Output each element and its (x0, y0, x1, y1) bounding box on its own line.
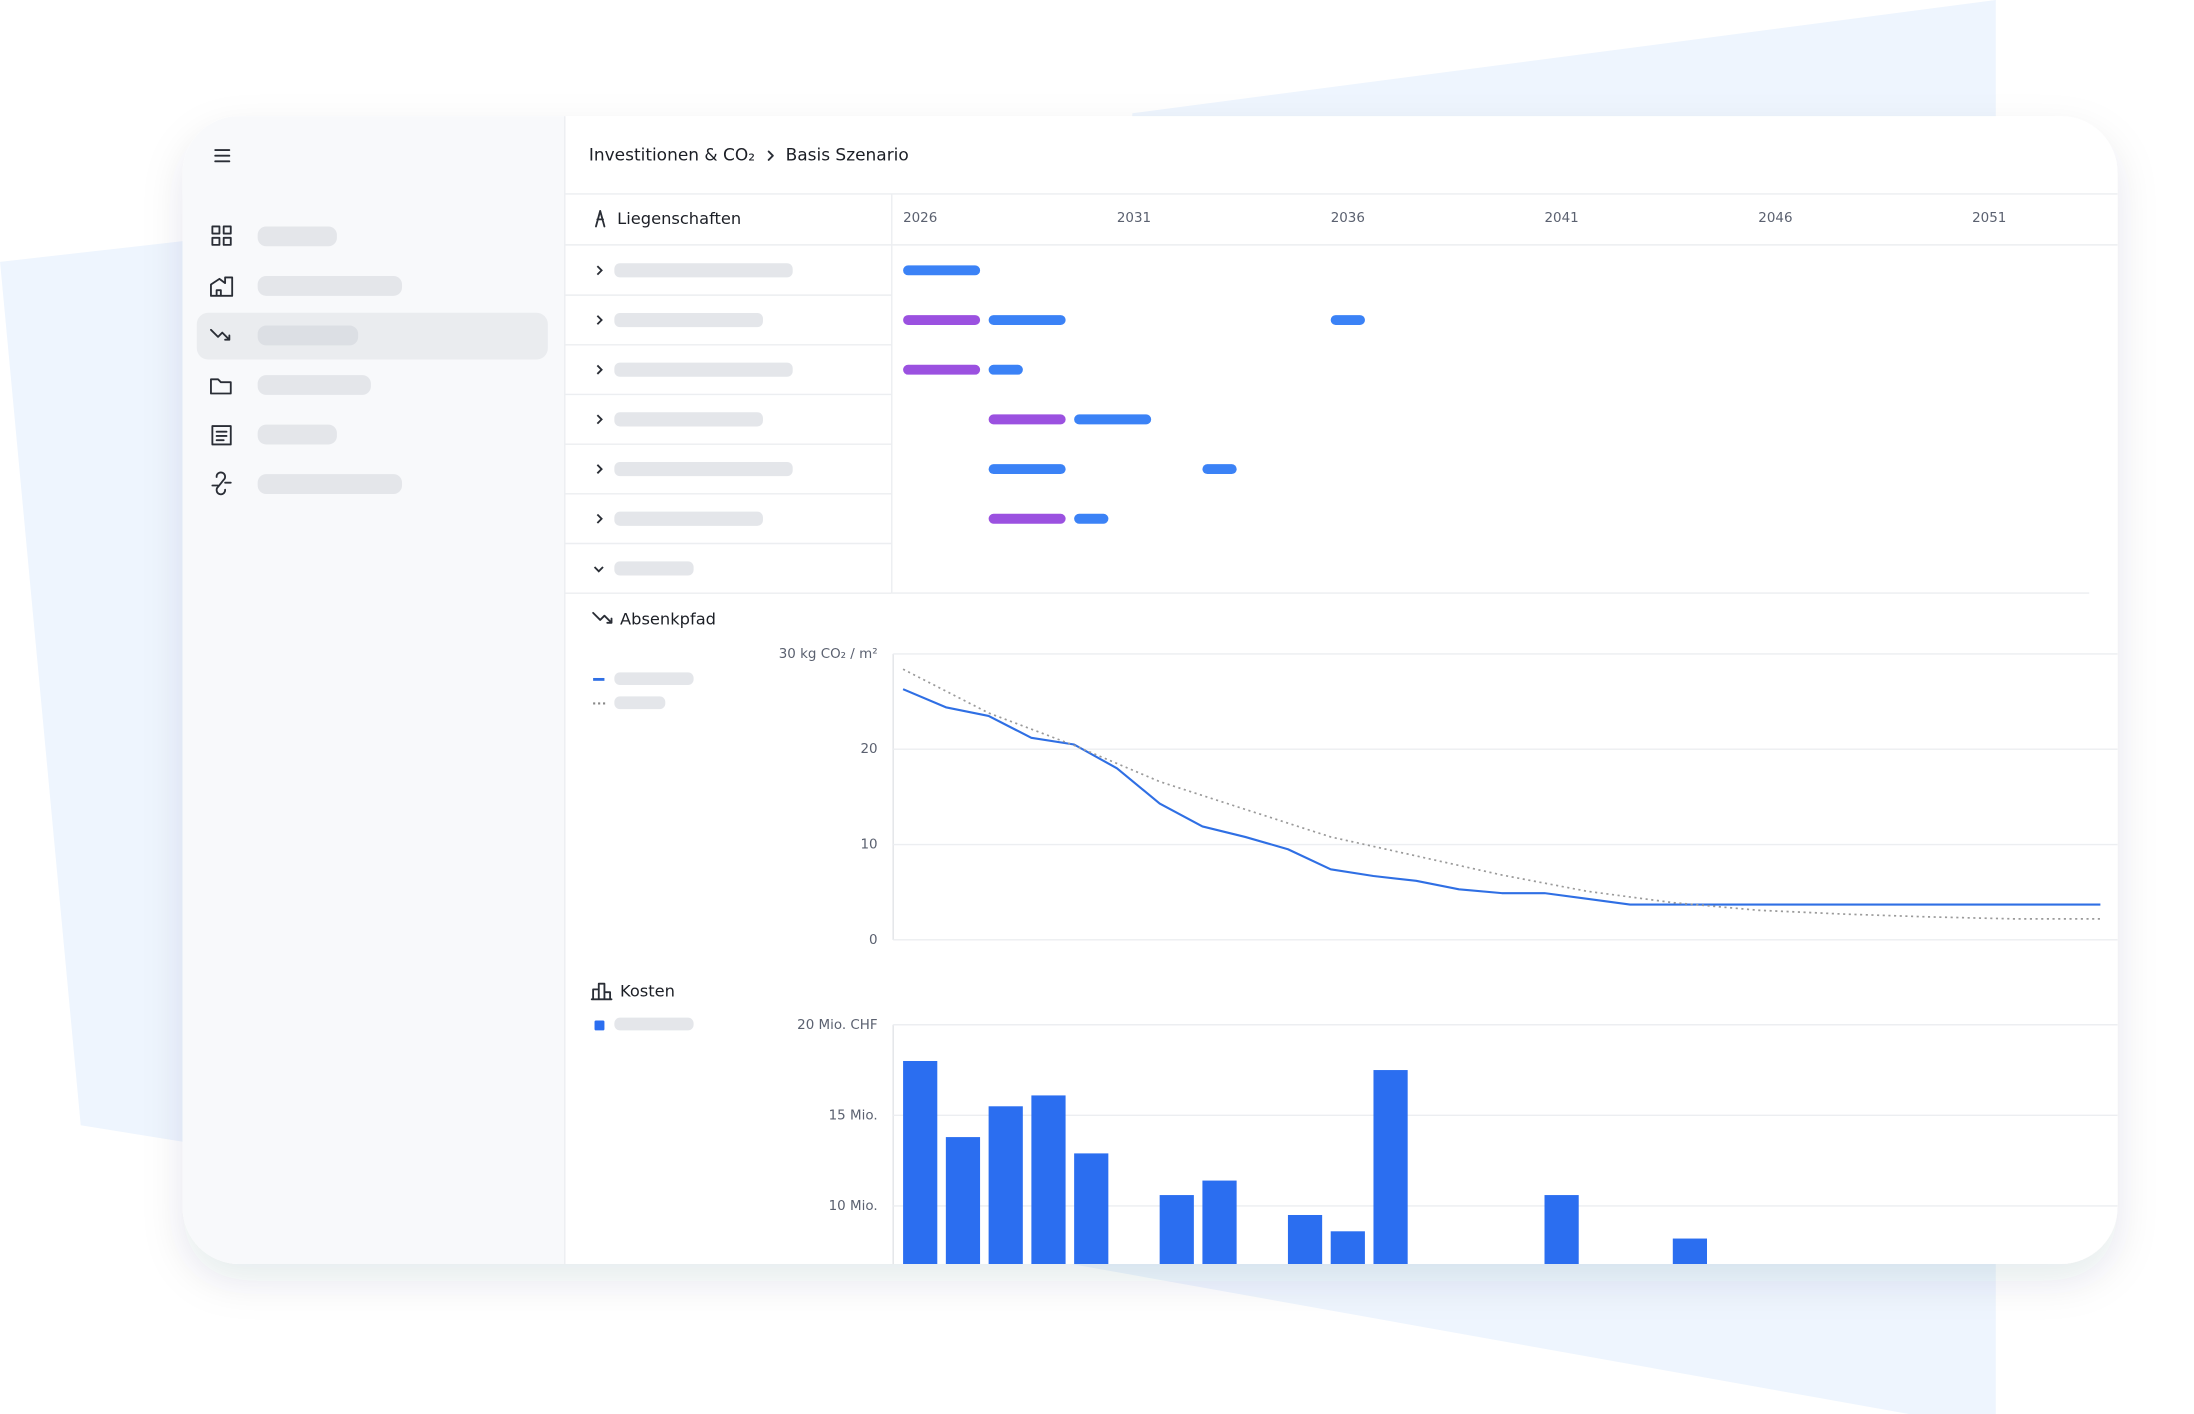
row-label-placeholder (614, 461, 793, 477)
section-title: Kosten (620, 982, 675, 1001)
x-tick-label: 2051 (1972, 211, 2006, 226)
bar[interactable] (1330, 1231, 1365, 1387)
bar[interactable] (1074, 1153, 1109, 1387)
timeline-bar[interactable] (1202, 464, 1237, 475)
row-label-placeholder (614, 263, 793, 278)
y-tick-label: 0 (869, 933, 878, 948)
sidebar (182, 116, 565, 1264)
row-label-placeholder (614, 412, 763, 427)
bar[interactable] (945, 1137, 981, 1387)
row-toggle[interactable] (596, 513, 603, 524)
y-tick-label: 15 Mio. (829, 1108, 878, 1123)
menu-icon[interactable] (214, 149, 231, 163)
y-tick-label: 20 (861, 742, 878, 757)
x-tick-label: 2046 (1758, 211, 1792, 226)
y-tick-label: 10 (861, 838, 878, 853)
bar[interactable] (988, 1106, 1023, 1387)
section-icon (590, 982, 613, 1001)
y-tick-label: 10 Mio. (829, 1199, 878, 1214)
x-tick-label: 2026 (903, 211, 937, 226)
y-tick-label: 30 kg CO₂ / m² (779, 647, 878, 662)
bar[interactable] (1287, 1214, 1323, 1387)
line-series (902, 668, 2101, 920)
timeline-bar[interactable] (988, 513, 1066, 524)
breadcrumb[interactable]: Investitionen & CO₂ (589, 146, 755, 166)
y-tick-label: 20 Mio. CHF (797, 1018, 877, 1033)
bar[interactable] (903, 1060, 938, 1387)
timeline-bar[interactable] (1074, 513, 1109, 524)
timeline-bar[interactable] (988, 364, 1023, 375)
bar[interactable] (1159, 1195, 1194, 1387)
section-title: Liegenschaften (617, 209, 741, 228)
bar[interactable] (1672, 1238, 1708, 1388)
section-icon (592, 611, 613, 624)
row-label-placeholder (614, 312, 763, 328)
row-toggle[interactable] (593, 566, 604, 573)
timeline-bar[interactable] (903, 315, 981, 325)
row-toggle[interactable] (596, 464, 603, 474)
timeline-bar[interactable] (903, 364, 981, 375)
row-label-placeholder (614, 511, 763, 526)
legend-swatch (594, 1020, 605, 1031)
legend-label (614, 672, 694, 686)
row-toggle[interactable] (596, 315, 603, 325)
timeline-bar[interactable] (988, 414, 1066, 425)
x-tick-label: 2041 (1545, 211, 1579, 226)
timeline-bar[interactable] (1074, 414, 1152, 425)
backdrop-left (0, 237, 213, 1147)
nav-icons (210, 225, 234, 496)
timeline-bar[interactable] (988, 315, 1066, 325)
timeline-bar[interactable] (1330, 315, 1365, 325)
bar[interactable] (1031, 1095, 1066, 1387)
nav-items[interactable] (257, 226, 403, 494)
row-toggle[interactable] (596, 265, 603, 276)
legend-label (614, 696, 666, 710)
timeline-bar[interactable] (903, 265, 981, 276)
breadcrumb: Basis Szenario (786, 146, 909, 166)
section-title: Absenkpfad (620, 609, 716, 628)
timeline-bar[interactable] (988, 464, 1066, 475)
x-tick-label: 2036 (1331, 211, 1365, 226)
legend-label (614, 1017, 694, 1031)
nav-active[interactable] (196, 312, 548, 360)
row-toggle[interactable] (596, 414, 603, 425)
row-label-placeholder (614, 561, 694, 576)
card-content: Investitionen & CO₂ Basis Szenario Liege… (182, 116, 2118, 1388)
bar[interactable] (1544, 1195, 1579, 1387)
bar[interactable] (1373, 1070, 1408, 1387)
breadcrumb-sep (767, 150, 774, 161)
row-label-placeholder (614, 362, 793, 377)
section-icon (595, 209, 606, 228)
line-series (902, 688, 2101, 906)
bar[interactable] (1202, 1180, 1237, 1388)
card (182, 116, 2118, 1264)
row-toggle[interactable] (596, 364, 603, 375)
x-tick-label: 2031 (1117, 211, 1151, 226)
